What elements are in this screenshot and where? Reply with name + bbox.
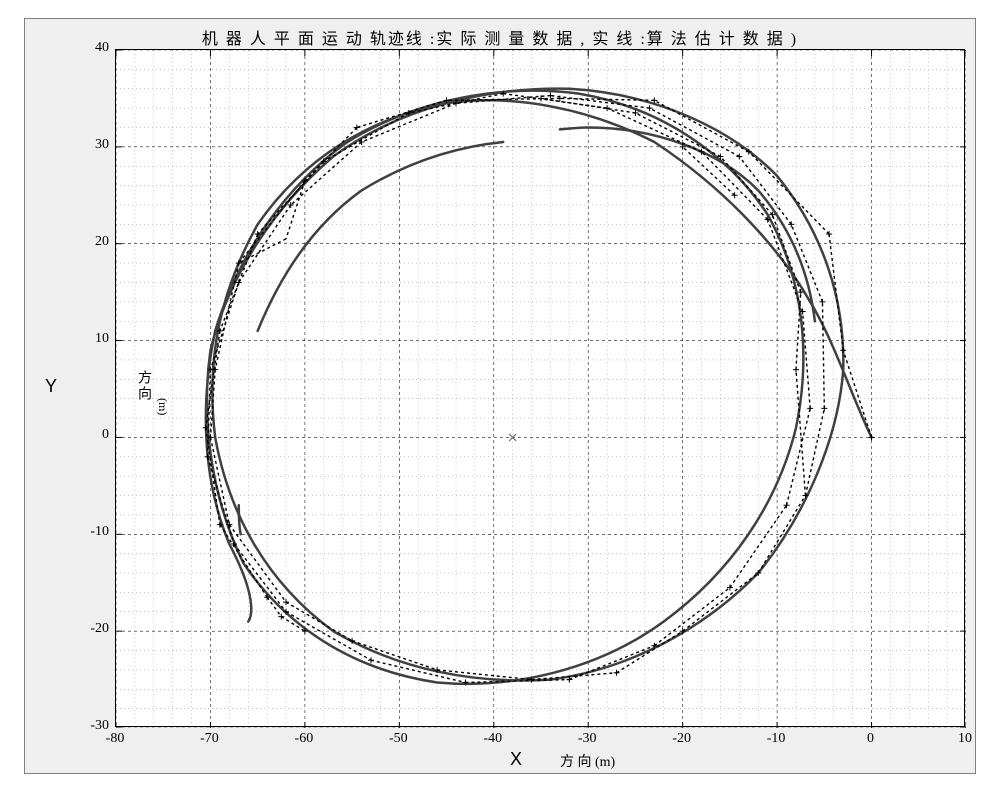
y-tick-label: 30 — [69, 137, 109, 153]
y-tick-label: 40 — [69, 40, 109, 56]
y-tick-label: -20 — [69, 621, 109, 637]
plot-svg — [116, 50, 966, 728]
y-tick-label: 0 — [69, 427, 109, 443]
y-tick-label: 20 — [69, 234, 109, 250]
x-tick-label: -20 — [662, 731, 702, 747]
x-tick-label: -40 — [473, 731, 513, 747]
x-tick-label: -70 — [189, 731, 229, 747]
y-tick-label: -10 — [69, 524, 109, 540]
y-axis-label: Y — [45, 376, 57, 397]
x-tick-label: 0 — [851, 731, 891, 747]
x-tick-label: -10 — [756, 731, 796, 747]
y-tick-label: 10 — [69, 331, 109, 347]
plot-area — [115, 49, 965, 727]
x-tick-label: -50 — [378, 731, 418, 747]
y-axis-extra-label: 方向 — [133, 370, 153, 402]
y-tick-label: -30 — [69, 718, 109, 734]
x-axis-label: X — [510, 749, 522, 770]
x-tick-label: -60 — [284, 731, 324, 747]
x-tick-label: 10 — [945, 731, 985, 747]
x-tick-label: -30 — [567, 731, 607, 747]
figure-frame: 机 器 人 平 面 运 动 轨迹线 :实 际 测 量 数 据 , 实 线 :算 … — [24, 18, 976, 774]
x-axis-extra-label: 方 向 (m) — [560, 751, 615, 771]
y-axis-extra-label-2: (m) — [155, 398, 170, 415]
chart-title: 机 器 人 平 面 运 动 轨迹线 :实 际 测 量 数 据 , 实 线 :算 … — [25, 25, 975, 49]
